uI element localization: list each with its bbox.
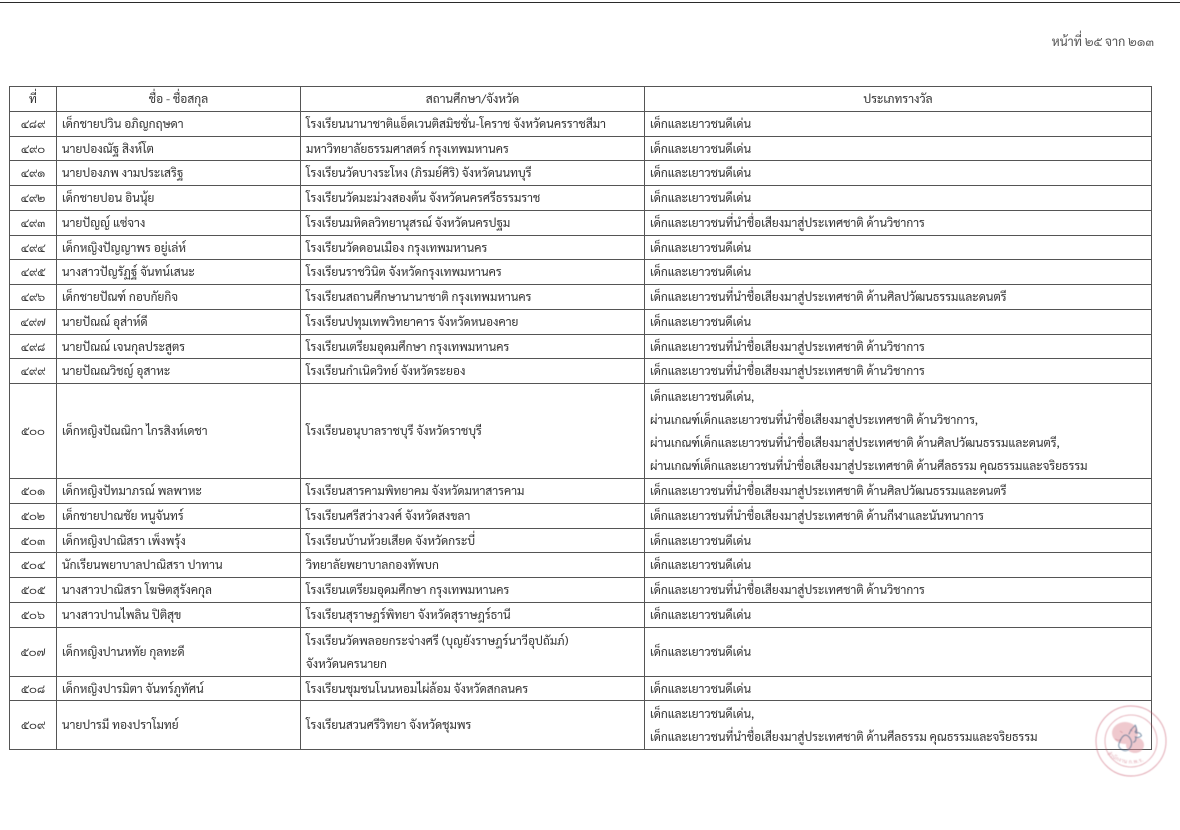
svg-text:สำนักงาน ก.พ.ร.: สำนักงาน ก.พ.ร. — [1106, 750, 1145, 765]
